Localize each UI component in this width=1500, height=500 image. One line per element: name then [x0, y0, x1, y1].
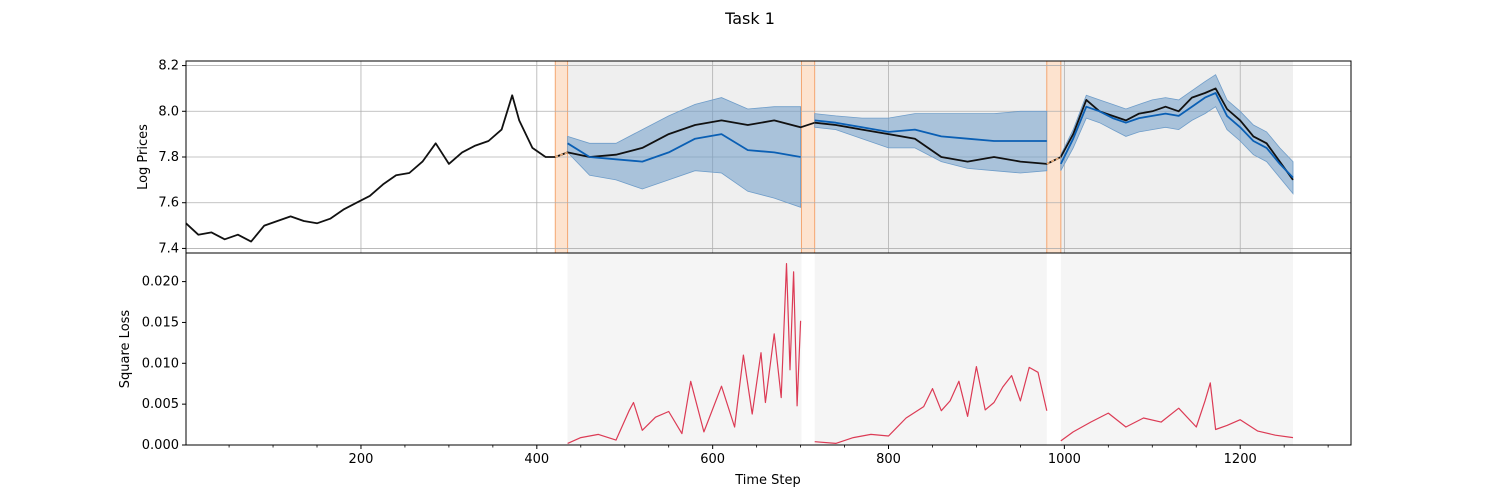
top-y-tick-label: 7.8 — [158, 150, 179, 165]
top-y-axis-label: Log Prices — [136, 124, 151, 190]
top-y-tick-label: 7.6 — [158, 196, 179, 211]
loss-line — [814, 366, 1048, 444]
x-axis-label: Time Step — [734, 473, 801, 488]
gap-connector — [1046, 156, 1062, 165]
confidence-band — [567, 97, 801, 208]
top-y-tick-label: 7.4 — [158, 241, 179, 256]
bottom-panel-frame — [185, 252, 1352, 446]
top-y-tick-label: 8.0 — [158, 104, 179, 119]
bottom-eval-region — [814, 253, 1047, 445]
bottom-y-axis-label: Square Loss — [118, 310, 133, 389]
x-tick-label: 200 — [349, 452, 374, 467]
x-tick-label: 600 — [700, 452, 725, 467]
actual-line — [185, 87, 1294, 243]
prediction-line — [567, 133, 801, 163]
bottom-y-ticks: 0.000 0.005 0.010 0.015 0.020 — [142, 275, 186, 453]
bottom-y-tick-label: 0.015 — [142, 315, 179, 330]
figure-title: Task 1 — [724, 9, 775, 28]
gap-connector — [555, 151, 568, 158]
bottom-y-tick-label: 0.000 — [142, 438, 179, 453]
top-y-tick-label: 8.2 — [158, 59, 179, 74]
loss-line — [567, 263, 802, 444]
bottom-y-tick-label: 0.020 — [142, 275, 179, 290]
prediction-line — [814, 119, 1047, 142]
top-y-ticks: 7.4 7.6 7.8 8.0 8.2 — [158, 59, 186, 256]
bottom-lines-layer — [567, 263, 1294, 444]
bottom-y-tick-label: 0.010 — [142, 356, 179, 371]
bottom-eval-region — [1060, 253, 1293, 445]
prediction-line — [1059, 92, 1294, 179]
bottom-shading-layer — [567, 253, 1293, 445]
square-loss-panel: 0.000 0.005 0.010 0.015 0.020 200 400 600 800 10… — [118, 252, 1352, 467]
bottom-y-tick-label: 0.005 — [142, 397, 179, 412]
top-lines-layer — [185, 87, 1294, 243]
x-tick-label: 400 — [524, 452, 549, 467]
loss-line — [1060, 382, 1294, 442]
x-tick-label: 1000 — [1048, 452, 1081, 467]
x-tick-label: 1200 — [1224, 452, 1257, 467]
x-tick-label: 800 — [876, 452, 901, 467]
log-prices-panel: 7.4 7.6 7.8 8.0 8.2 Log Prices — [136, 59, 1352, 256]
x-axis-ticks: 200 400 600 800 1000 1200 — [228, 445, 1329, 467]
bottom-eval-region — [567, 253, 802, 445]
